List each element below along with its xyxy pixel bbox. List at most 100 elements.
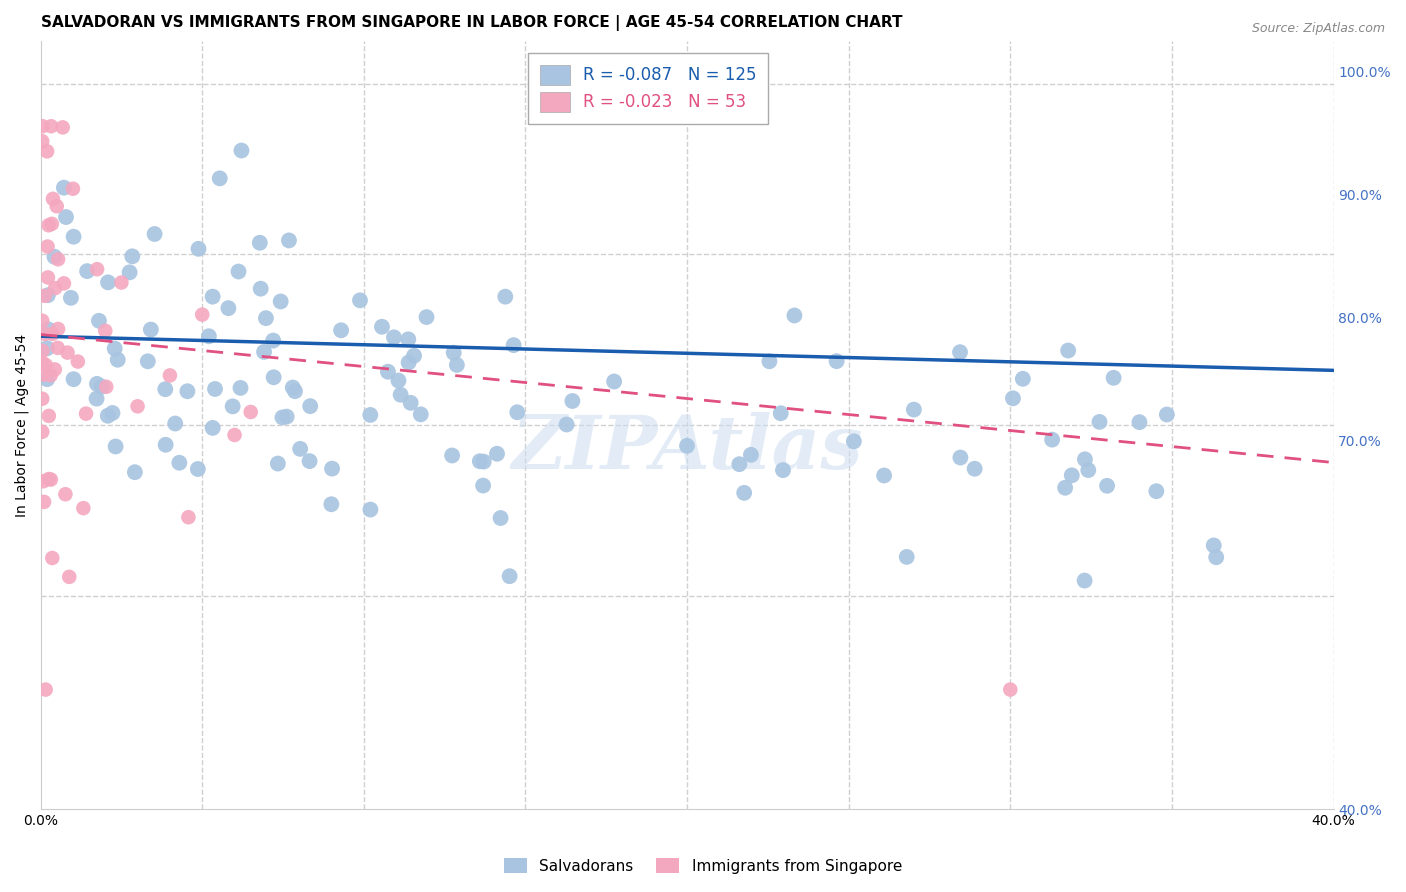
Point <box>72 501 94 516</box>
Point <box>55 210 77 224</box>
Point <box>37 270 59 285</box>
Point <box>52 120 75 135</box>
Point <box>177 510 200 524</box>
Point <box>187 242 209 256</box>
Point <box>415 310 437 324</box>
Point <box>270 294 292 309</box>
Point <box>66 354 89 368</box>
Point <box>37 145 59 159</box>
Point <box>52 180 75 194</box>
Point <box>555 417 578 432</box>
Point <box>278 234 301 248</box>
Point <box>208 171 231 186</box>
Point <box>769 406 792 420</box>
Point <box>321 461 343 475</box>
Point <box>472 478 495 492</box>
Point <box>31 343 53 358</box>
Point <box>55 487 77 501</box>
Point <box>34 682 56 697</box>
Point <box>75 407 97 421</box>
Point <box>124 465 146 479</box>
Point <box>1144 484 1167 499</box>
Point <box>359 502 381 516</box>
Point <box>903 402 925 417</box>
Legend: R = -0.087   N = 125, R = -0.023   N = 53: R = -0.087 N = 125, R = -0.023 N = 53 <box>529 53 768 124</box>
Point <box>441 449 464 463</box>
Point <box>229 381 252 395</box>
Point <box>217 301 239 315</box>
Point <box>37 239 59 253</box>
Point <box>733 486 755 500</box>
Point <box>494 290 516 304</box>
Point <box>52 277 75 291</box>
Point <box>32 474 55 488</box>
Point <box>349 293 371 308</box>
Point <box>728 457 751 471</box>
Point <box>96 380 118 394</box>
Point <box>32 495 55 509</box>
Point <box>34 289 56 303</box>
Point <box>221 400 243 414</box>
Point <box>271 410 294 425</box>
Point <box>1095 479 1118 493</box>
Point <box>299 399 322 413</box>
Point <box>201 421 224 435</box>
Point <box>498 569 520 583</box>
Point <box>159 368 181 383</box>
Point <box>1073 574 1095 588</box>
Point <box>187 462 209 476</box>
Point <box>740 448 762 462</box>
Point <box>603 375 626 389</box>
Point <box>31 120 53 134</box>
Point <box>321 497 343 511</box>
Point <box>371 319 394 334</box>
Point <box>44 250 66 264</box>
Point <box>35 358 58 372</box>
Point <box>267 457 290 471</box>
Point <box>254 311 277 326</box>
Point <box>949 345 972 359</box>
Point <box>32 368 55 382</box>
Point <box>472 455 495 469</box>
Point <box>37 288 59 302</box>
Point <box>1000 682 1022 697</box>
Point <box>228 264 250 278</box>
Point <box>676 439 699 453</box>
Point <box>198 329 221 343</box>
Point <box>1205 550 1227 565</box>
Point <box>86 262 108 277</box>
Point <box>387 374 409 388</box>
Point <box>46 341 69 355</box>
Point <box>76 264 98 278</box>
Point <box>288 442 311 456</box>
Point <box>39 120 62 134</box>
Point <box>56 345 79 359</box>
Point <box>34 326 56 341</box>
Point <box>1054 481 1077 495</box>
Point <box>97 276 120 290</box>
Point <box>136 354 159 368</box>
Point <box>281 380 304 394</box>
Point <box>963 462 986 476</box>
Point <box>1001 392 1024 406</box>
Point <box>485 447 508 461</box>
Point <box>399 396 422 410</box>
Point <box>825 354 848 368</box>
Point <box>101 406 124 420</box>
Point <box>35 341 58 355</box>
Point <box>1057 343 1080 358</box>
Point <box>396 332 419 346</box>
Point <box>873 468 896 483</box>
Point <box>402 349 425 363</box>
Text: Source: ZipAtlas.com: Source: ZipAtlas.com <box>1251 22 1385 36</box>
Text: SALVADORAN VS IMMIGRANTS FROM SINGAPORE IN LABOR FORCE | AGE 45-54 CORRELATION C: SALVADORAN VS IMMIGRANTS FROM SINGAPORE … <box>41 15 903 31</box>
Point <box>1040 433 1063 447</box>
Point <box>94 324 117 338</box>
Point <box>382 330 405 344</box>
Point <box>31 314 53 328</box>
Point <box>443 345 465 359</box>
Point <box>127 400 149 414</box>
Point <box>1202 538 1225 552</box>
Point <box>249 282 271 296</box>
Point <box>1128 415 1150 429</box>
